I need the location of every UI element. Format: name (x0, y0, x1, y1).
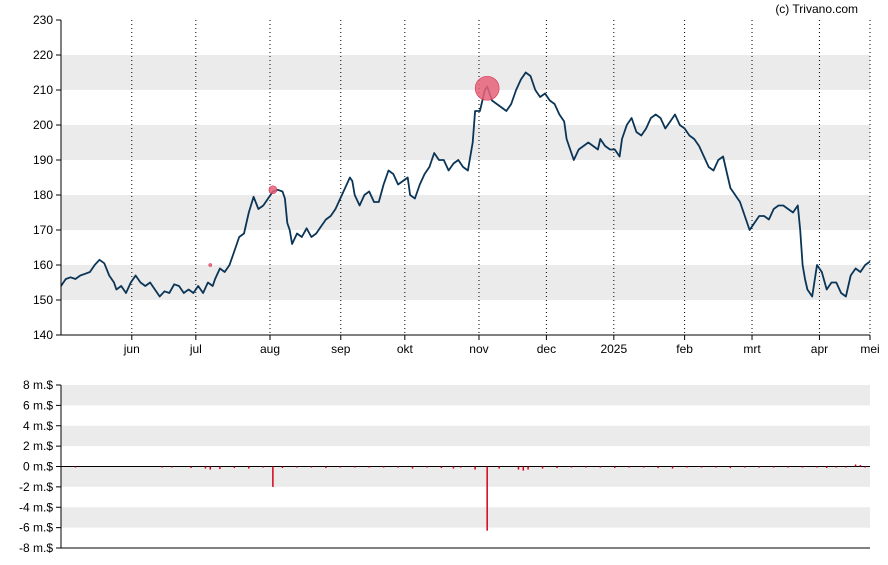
volume-panel: -8 m.$ -6 m.$ -4 m.$ -2 m.$ 0 m.$ 2 m.$ 4 m.$ 6… (19, 378, 870, 555)
price-month-gridlines (131, 20, 871, 335)
volume-y-tick-label: 6 m.$ (23, 398, 53, 412)
price-band (61, 125, 870, 160)
price-y-axis-ticks: 140 150 160 170 180 190 200 210 220 230 (33, 13, 61, 342)
y-tick-label: 160 (33, 258, 53, 272)
volume-bars (74, 464, 866, 531)
volume-y-tick-label: 2 m.$ (23, 439, 53, 453)
x-tick-label: 2025 (600, 342, 627, 356)
y-tick-label: 220 (33, 48, 53, 62)
y-tick-label: 200 (33, 118, 53, 132)
y-tick-label: 210 (33, 83, 53, 97)
x-tick-label: feb (676, 342, 693, 356)
price-panel: 140 150 160 170 180 190 200 210 220 230 jun jul aug… (33, 13, 880, 356)
volume-y-tick-label: -4 m.$ (19, 500, 53, 514)
volume-y-tick-label: -6 m.$ (19, 521, 53, 535)
volume-y-tick-label: 4 m.$ (23, 419, 53, 433)
x-tick-label: mrt (743, 342, 761, 356)
price-band (61, 265, 870, 300)
x-tick-label: sep (331, 342, 351, 356)
x-tick-label: okt (397, 342, 414, 356)
y-tick-label: 170 (33, 223, 53, 237)
copyright-text: (c) Trivano.com (775, 2, 858, 16)
x-tick-label: jul (189, 342, 202, 356)
x-tick-label: nov (469, 342, 488, 356)
volume-band (61, 425, 870, 447)
x-tick-label: apr (811, 342, 828, 356)
price-band (61, 55, 870, 90)
volume-band (61, 507, 870, 528)
volume-band (61, 385, 870, 406)
y-tick-label: 140 (33, 328, 53, 342)
y-tick-label: 230 (33, 13, 53, 27)
volume-shaded-bands (61, 385, 870, 528)
x-tick-label: dec (537, 342, 556, 356)
price-line (60, 71, 871, 298)
volume-y-tick-label: -8 m.$ (19, 541, 53, 555)
price-x-axis-ticks: jun jul aug sep okt nov dec 2025 feb mrt apr mei (123, 335, 880, 356)
price-marker (268, 185, 278, 195)
price-marker (208, 263, 213, 267)
y-tick-label: 150 (33, 293, 53, 307)
volume-band (61, 466, 870, 487)
volume-y-axis-ticks: -8 m.$ -6 m.$ -4 m.$ -2 m.$ 0 m.$ 2 m.$ 4 m.$ 6… (19, 378, 61, 555)
y-tick-label: 180 (33, 188, 53, 202)
price-marker (474, 75, 500, 101)
volume-y-tick-label: 0 m.$ (23, 460, 53, 474)
x-tick-label: jun (123, 342, 140, 356)
price-shaded-bands (61, 55, 870, 300)
volume-y-tick-label: 8 m.$ (23, 378, 53, 392)
price-event-markers (208, 75, 500, 267)
y-tick-label: 190 (33, 153, 53, 167)
volume-y-tick-label: -2 m.$ (19, 480, 53, 494)
x-tick-label: aug (260, 342, 280, 356)
x-tick-label: mei (860, 342, 879, 356)
